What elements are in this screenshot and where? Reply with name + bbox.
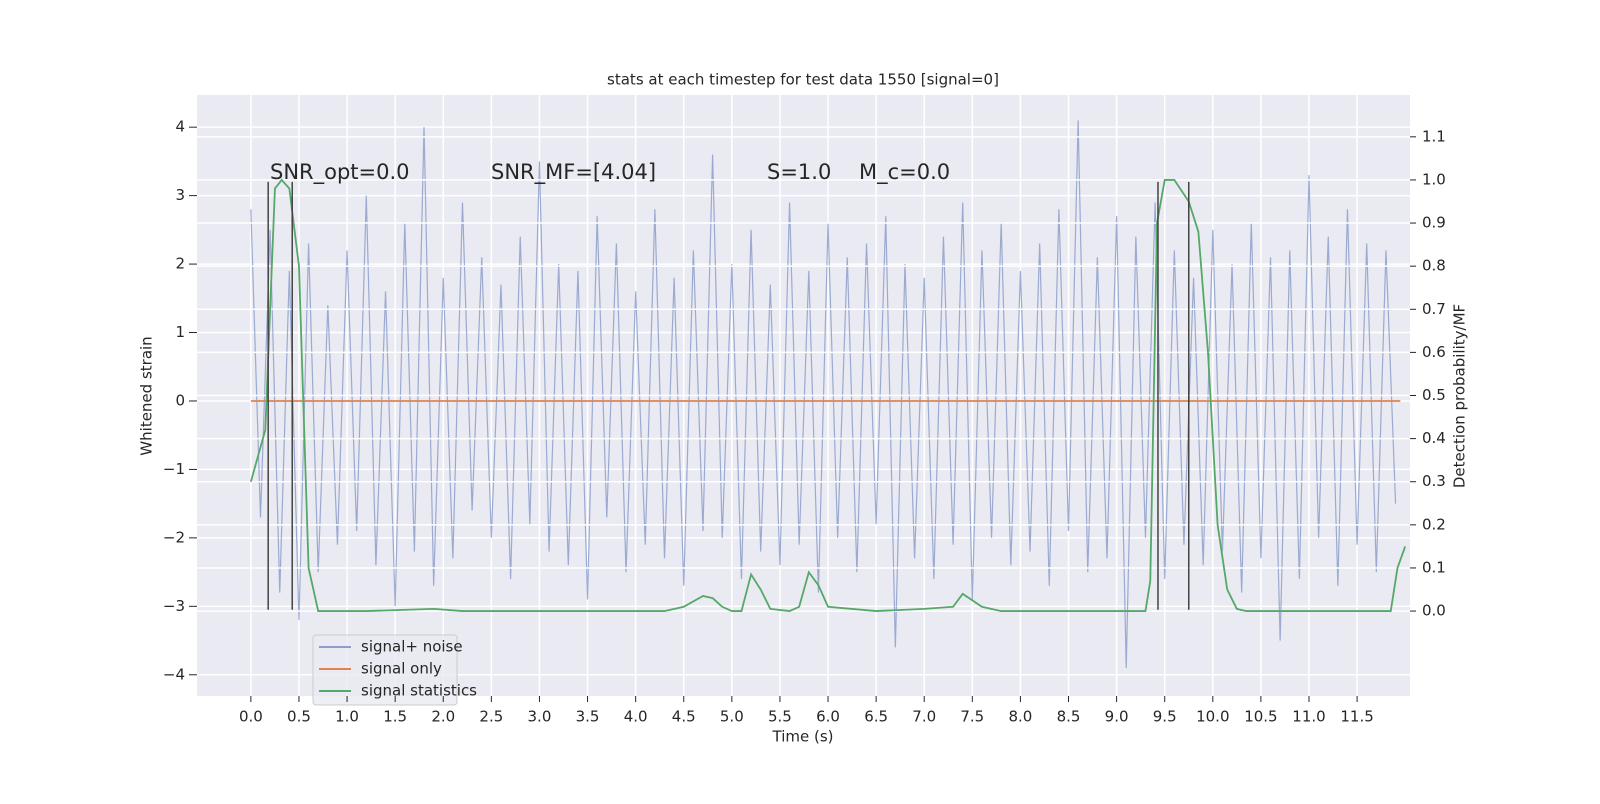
x-tick-label: 9.0	[1105, 708, 1129, 726]
x-tick-label: 1.5	[383, 708, 407, 726]
x-tick-label: 10.5	[1244, 708, 1277, 726]
y2-tick-label: 0.4	[1422, 429, 1446, 447]
chart-title: stats at each timestep for test data 155…	[607, 71, 999, 89]
x-tick-label: 10.0	[1196, 708, 1229, 726]
y2-tick-label: 1.1	[1422, 127, 1446, 145]
annotation: S=1.0	[767, 160, 831, 184]
y2-tick-label: 0.9	[1422, 214, 1446, 232]
y-tick-label: −4	[163, 665, 185, 683]
x-tick-label: 5.0	[720, 708, 744, 726]
annotation: M_c=0.0	[859, 160, 950, 185]
x-tick-label: 11.0	[1292, 708, 1325, 726]
x-tick-label: 7.0	[912, 708, 936, 726]
y2-tick-label: 1.0	[1422, 170, 1446, 188]
series-line	[250, 178, 1407, 612]
x-tick-label: 11.5	[1340, 708, 1373, 726]
legend-label: signal statistics	[361, 682, 477, 700]
x-tick-label: 2.5	[479, 708, 503, 726]
x-tick-label: 4.0	[624, 708, 648, 726]
y-tick-label: 3	[175, 186, 185, 204]
y2-axis-label: Detection probability/MF	[1451, 304, 1469, 488]
x-tick-label: 1.0	[335, 708, 359, 726]
legend-box	[312, 634, 458, 706]
x-tick-label: 8.0	[1008, 708, 1032, 726]
x-tick-label: 3.5	[576, 708, 600, 726]
x-tick-label: 2.0	[431, 708, 455, 726]
y2-tick-label: 0.5	[1422, 386, 1446, 404]
marks	[250, 120, 1401, 668]
y2-tick-label: 0.3	[1422, 472, 1446, 490]
x-tick-label: 9.5	[1153, 708, 1177, 726]
x-tick-label: 0.5	[287, 708, 311, 726]
x-tick-label: 5.5	[768, 708, 792, 726]
y-axis-label: Whitened strain	[138, 336, 156, 455]
x-tick-label: 8.5	[1057, 708, 1081, 726]
annotation: SNR_opt=0.0	[270, 160, 410, 185]
y-tick-label: 2	[175, 255, 185, 273]
y2-tick-label: 0.0	[1422, 602, 1446, 620]
x-tick-label: 3.0	[528, 708, 552, 726]
y-tick-label: 1	[175, 323, 185, 341]
y-tick-label: 4	[175, 118, 185, 136]
x-tick-label: 4.5	[672, 708, 696, 726]
x-tick-label: 0.0	[239, 708, 263, 726]
y2-tick-label: 0.1	[1422, 558, 1446, 576]
legend-label: signal only	[361, 660, 442, 678]
overlay: SNR_opt=0.0 SNR_MF=[4.04] S=1.0 M_c=0.0sign…	[197, 136, 1410, 706]
y2-tick-label: 0.2	[1422, 515, 1446, 533]
legend-label: signal+ noise	[361, 638, 463, 656]
y2-tick-label: 0.6	[1422, 343, 1446, 361]
x-axis-label: Time (s)	[772, 728, 834, 746]
y2-tick-label: 0.8	[1422, 257, 1446, 275]
y-tick-label: −2	[163, 528, 185, 546]
y-tick-label: 0	[175, 391, 185, 409]
y-tick-label: −1	[163, 460, 185, 478]
x-tick-label: 6.5	[864, 708, 888, 726]
y2-tick-label: 0.7	[1422, 300, 1446, 318]
annotation: SNR_MF=[4.04]	[491, 160, 656, 185]
y-tick-label: −3	[163, 597, 185, 615]
x-tick-label: 7.5	[960, 708, 984, 726]
series-line	[250, 120, 1397, 668]
x-tick-label: 6.0	[816, 708, 840, 726]
legend: signal+ noise signal only signal statistic…	[312, 634, 477, 706]
